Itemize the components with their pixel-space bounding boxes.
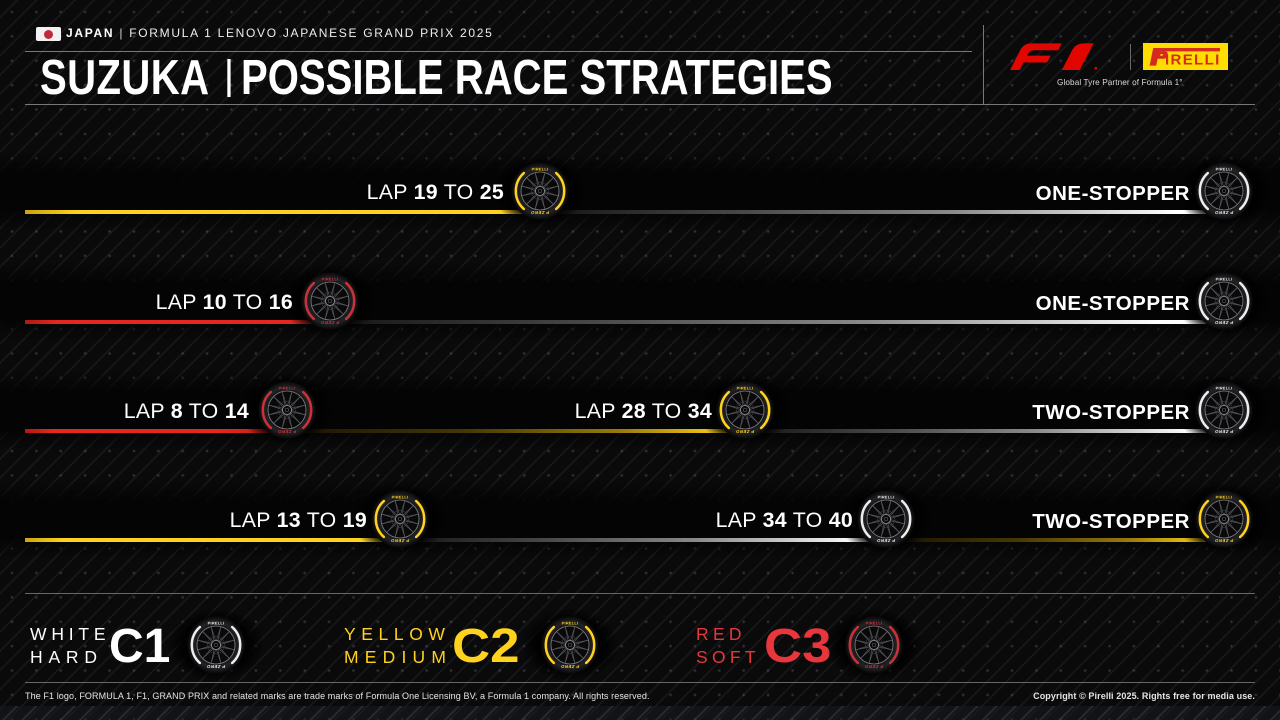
svg-text:P ZERO: P ZERO xyxy=(877,538,896,543)
svg-text:PIRELLI: PIRELLI xyxy=(737,385,754,390)
svg-text:PIRELLI: PIRELLI xyxy=(322,276,339,281)
svg-text:PIRELLI: PIRELLI xyxy=(208,620,225,625)
svg-text:PIRELLI: PIRELLI xyxy=(1216,385,1233,390)
svg-text:P ZERO: P ZERO xyxy=(865,664,884,669)
svg-text:PIRELLI: PIRELLI xyxy=(279,385,296,390)
svg-text:P ZERO: P ZERO xyxy=(531,210,550,215)
svg-text:P ZERO: P ZERO xyxy=(736,429,755,434)
svg-text:P ZERO: P ZERO xyxy=(391,538,410,543)
svg-text:PIRELLI: PIRELLI xyxy=(878,494,895,499)
svg-text:PIRELLI: PIRELLI xyxy=(562,620,579,625)
svg-text:PIRELLI: PIRELLI xyxy=(866,620,883,625)
svg-text:PIRELLI: PIRELLI xyxy=(1216,166,1233,171)
svg-text:P ZERO: P ZERO xyxy=(207,664,226,669)
svg-text:P ZERO: P ZERO xyxy=(1215,538,1234,543)
svg-text:P ZERO: P ZERO xyxy=(321,320,340,325)
svg-text:PIRELLI: PIRELLI xyxy=(1216,494,1233,499)
svg-text:P ZERO: P ZERO xyxy=(278,429,297,434)
svg-text:P ZERO: P ZERO xyxy=(1215,320,1234,325)
svg-text:P ZERO: P ZERO xyxy=(1215,210,1234,215)
svg-text:PIRELLI: PIRELLI xyxy=(1216,276,1233,281)
svg-text:PIRELLI: PIRELLI xyxy=(532,166,549,171)
svg-text:PIRELLI: PIRELLI xyxy=(392,494,409,499)
svg-text:P ZERO: P ZERO xyxy=(561,664,580,669)
svg-text:IRELLI: IRELLI xyxy=(1165,51,1221,68)
svg-text:P ZERO: P ZERO xyxy=(1215,429,1234,434)
